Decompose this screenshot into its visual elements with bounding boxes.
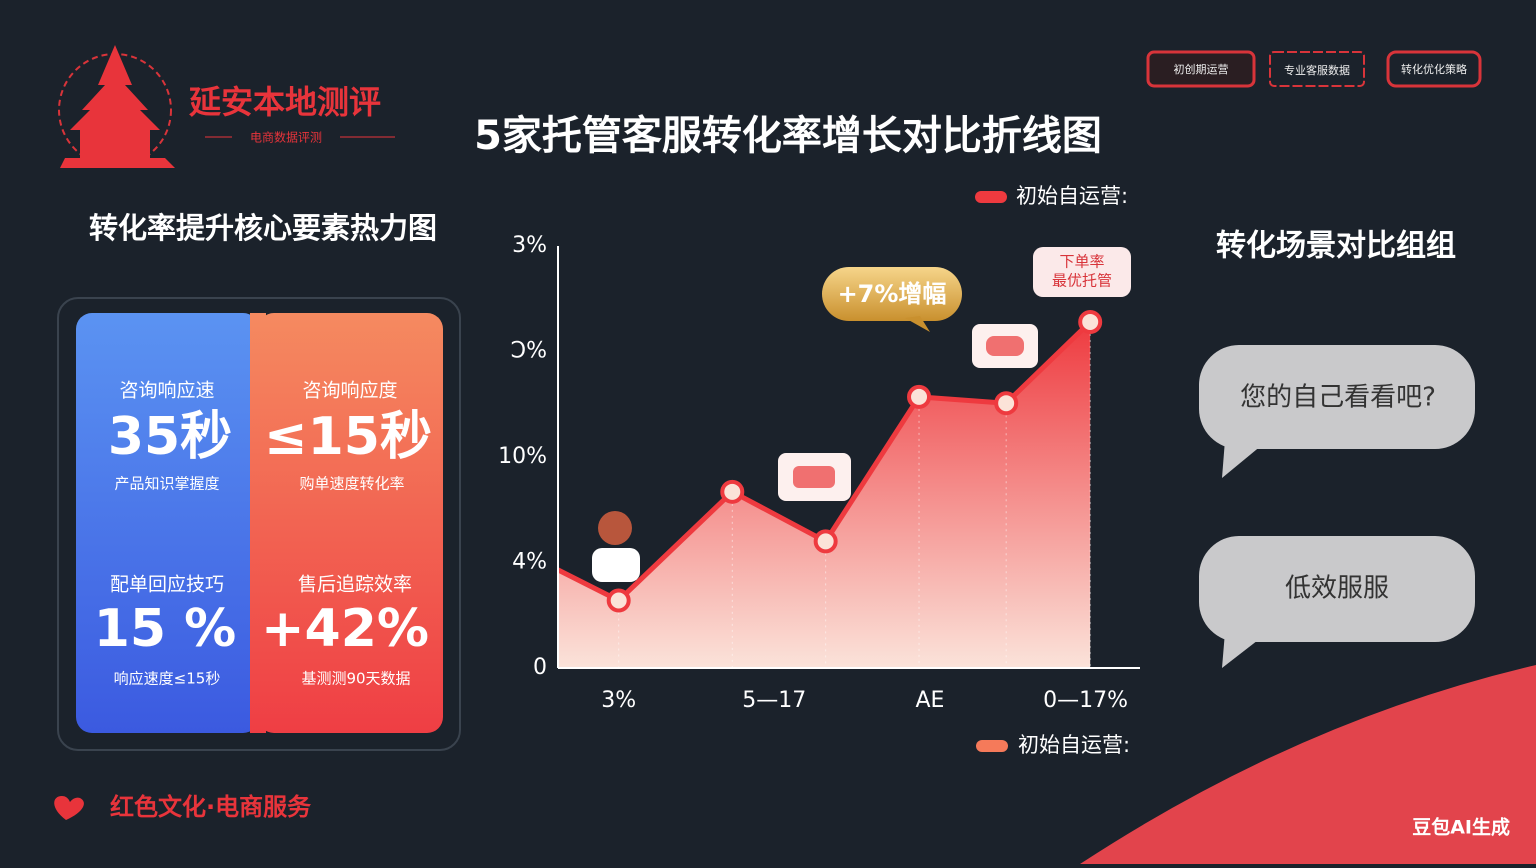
y-tick-label: 10% xyxy=(498,444,547,469)
line-chart: 0 4% 10% Ɔ% 3% 3% 5—17 AE 0—17% 初始自运营: 初始自运营: xyxy=(498,184,1140,757)
button[interactable] xyxy=(1146,50,1256,88)
heart-icon xyxy=(54,796,84,820)
heatmap-join xyxy=(250,313,266,733)
cell-label: 配单回应技巧 xyxy=(110,574,224,596)
cell-value: 35秒 xyxy=(108,407,232,467)
cell-sub: 产品知识掌握度 xyxy=(114,475,219,493)
avatar xyxy=(598,511,632,545)
top-buttons: 初创期运营 专业客服数据 转化优化策略 xyxy=(1146,50,1482,88)
point xyxy=(994,391,1019,416)
point xyxy=(1078,309,1103,334)
point xyxy=(606,588,631,613)
heatmap-cell xyxy=(76,313,259,733)
x-tick-label: 5—17 xyxy=(742,688,806,713)
cell-value: 15 % xyxy=(94,599,237,659)
footer-right: 豆包AI生成 xyxy=(1412,816,1510,839)
annotation: +7%增幅 xyxy=(838,280,947,308)
cell-label: 咨询响应度 xyxy=(302,380,397,402)
y-tick-label: Ɔ% xyxy=(511,339,547,364)
bubble: 您的自己看看吧? xyxy=(1199,345,1475,478)
chart-title: 5家托管客服转化率增长对比折线图 xyxy=(474,113,1102,159)
legend-label: 初始自运营: xyxy=(1018,733,1130,757)
heatmap-texts: 咨询响应速 35秒 产品知识掌握度 咨询响应度 ≤15秒 购单速度转化率 配单回… xyxy=(94,380,432,688)
x-tick-label: 0—17% xyxy=(1043,688,1128,713)
heatmap-title: 转化率提升核心要素热力图 xyxy=(89,211,437,245)
cell-label: 咨询响应速 xyxy=(119,380,214,402)
logo: 延安本地测评 电商数据评测 xyxy=(58,45,395,168)
bubble: 低效服服 xyxy=(1199,536,1475,668)
x-tick-label: AE xyxy=(915,688,944,713)
y-tick-label: 0 xyxy=(533,655,547,680)
cell-label: 售后追踪效率 xyxy=(298,574,412,596)
annotations: +7%增幅 下单率 最优托管 xyxy=(592,247,1131,582)
legend-swatch xyxy=(976,740,1008,752)
annotation: 最优托管 xyxy=(1052,272,1112,290)
button-label: 专业客服数据 xyxy=(1284,63,1350,77)
button-label: 转化优化策略 xyxy=(1401,62,1467,76)
cell-sub: 购单速度转化率 xyxy=(299,475,404,493)
button-label: 初创期运营 xyxy=(1174,62,1229,76)
footer-left: 红色文化·电商服务 xyxy=(110,793,312,821)
point xyxy=(813,529,838,554)
button[interactable] xyxy=(1386,50,1482,88)
corner-shape xyxy=(1080,665,1536,864)
badge xyxy=(822,267,962,321)
bubble-text: 您的自己看看吧? xyxy=(1240,383,1436,413)
badge xyxy=(1033,247,1131,297)
area xyxy=(558,321,1091,668)
annotation: 下单率 xyxy=(1059,253,1104,271)
cell-sub: 基测测90天数据 xyxy=(301,670,410,688)
heatmap-frame xyxy=(57,297,461,751)
point xyxy=(907,384,932,409)
y-tick-label: 4% xyxy=(512,550,547,575)
y-tick-label: 3% xyxy=(512,233,547,258)
legend-label: 初始自运营: xyxy=(1016,184,1128,208)
point xyxy=(720,479,745,504)
cell-value: ≤15秒 xyxy=(264,407,432,467)
button[interactable] xyxy=(1269,51,1365,87)
logo-subtitle: 电商数据评测 xyxy=(250,130,322,145)
logo-title: 延安本地测评 xyxy=(188,83,381,121)
cell-sub: 响应速度≤15秒 xyxy=(114,670,221,688)
legend-swatch xyxy=(975,191,1007,203)
scenes-title: 转化场景对比组组 xyxy=(1216,229,1456,264)
heatmap-cell xyxy=(258,313,443,733)
x-tick-label: 3% xyxy=(601,688,636,713)
bubble-text: 低效服服 xyxy=(1285,574,1389,604)
cell-value: +42% xyxy=(261,599,429,659)
